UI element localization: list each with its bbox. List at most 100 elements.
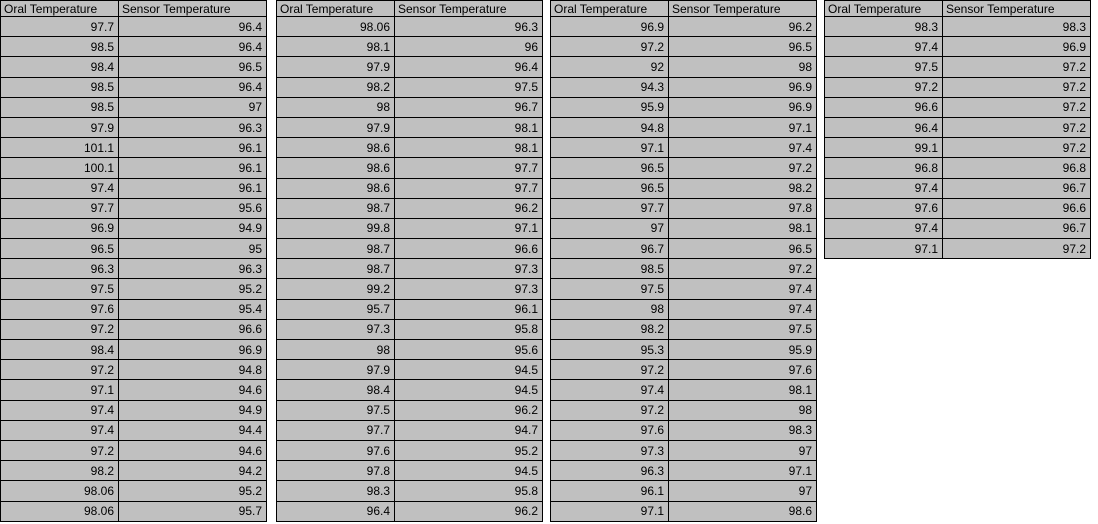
sensor-temperature-cell[interactable]: 97.3 <box>394 258 543 280</box>
oral-temperature-header[interactable]: Oral Temperature <box>0 0 119 17</box>
oral-temperature-cell[interactable]: 98.2 <box>0 460 119 482</box>
oral-temperature-cell[interactable]: 97.4 <box>0 399 119 421</box>
sensor-temperature-cell[interactable]: 97.2 <box>942 238 1091 260</box>
sensor-temperature-cell[interactable]: 96.2 <box>668 15 817 38</box>
sensor-temperature-cell[interactable]: 96.5 <box>668 36 817 58</box>
sensor-temperature-cell[interactable]: 95.4 <box>118 298 267 320</box>
oral-temperature-cell[interactable]: 98.6 <box>276 177 395 199</box>
sensor-temperature-cell[interactable]: 96.9 <box>668 96 817 118</box>
sensor-temperature-cell[interactable]: 97.2 <box>668 157 817 179</box>
sensor-temperature-cell[interactable]: 96.2 <box>394 197 543 219</box>
sensor-temperature-cell[interactable]: 97.6 <box>668 359 817 381</box>
sensor-temperature-cell[interactable]: 97.1 <box>668 460 817 482</box>
sensor-temperature-cell[interactable]: 96.3 <box>118 258 267 280</box>
oral-temperature-cell[interactable]: 97.6 <box>824 197 943 219</box>
sensor-temperature-cell[interactable]: 96.7 <box>942 217 1091 240</box>
oral-temperature-cell[interactable]: 98.06 <box>276 15 395 38</box>
sensor-temperature-cell[interactable]: 97.2 <box>942 137 1091 159</box>
sensor-temperature-cell[interactable]: 97.7 <box>394 177 543 199</box>
sensor-temperature-header[interactable]: Sensor Temperature <box>942 0 1091 17</box>
sensor-temperature-cell[interactable]: 94.6 <box>118 439 267 462</box>
sensor-temperature-cell[interactable]: 97.2 <box>668 258 817 280</box>
sensor-temperature-cell[interactable]: 96.1 <box>118 137 267 159</box>
oral-temperature-cell[interactable]: 97.7 <box>550 197 669 219</box>
oral-temperature-cell[interactable]: 96.8 <box>824 157 943 179</box>
sensor-temperature-cell[interactable]: 96.4 <box>394 56 543 78</box>
sensor-temperature-header[interactable]: Sensor Temperature <box>118 0 267 17</box>
oral-temperature-cell[interactable]: 97.1 <box>824 238 943 260</box>
oral-temperature-cell[interactable]: 98.5 <box>0 76 119 98</box>
sensor-temperature-cell[interactable]: 94.4 <box>118 419 267 441</box>
oral-temperature-cell[interactable]: 97.4 <box>824 36 943 58</box>
sensor-temperature-cell[interactable]: 98.1 <box>394 116 543 139</box>
sensor-temperature-cell[interactable]: 96.1 <box>118 177 267 199</box>
sensor-temperature-cell[interactable]: 95.6 <box>118 197 267 219</box>
oral-temperature-cell[interactable]: 97.5 <box>276 399 395 421</box>
oral-temperature-cell[interactable]: 97.2 <box>0 439 119 462</box>
sensor-temperature-cell[interactable]: 96.9 <box>942 36 1091 58</box>
oral-temperature-cell[interactable]: 97.5 <box>0 278 119 300</box>
oral-temperature-cell[interactable]: 97.3 <box>276 318 395 341</box>
oral-temperature-cell[interactable]: 98.1 <box>276 36 395 58</box>
oral-temperature-cell[interactable]: 97.6 <box>276 439 395 462</box>
oral-temperature-cell[interactable]: 98.5 <box>0 96 119 118</box>
sensor-temperature-cell[interactable]: 96.9 <box>118 338 267 361</box>
sensor-temperature-cell[interactable]: 96.8 <box>942 157 1091 179</box>
oral-temperature-cell[interactable]: 101.1 <box>0 137 119 159</box>
sensor-temperature-cell[interactable]: 96.5 <box>668 238 817 260</box>
sensor-temperature-cell[interactable]: 97.5 <box>394 76 543 98</box>
oral-temperature-cell[interactable]: 96.5 <box>550 177 669 199</box>
sensor-temperature-cell[interactable]: 97.3 <box>394 278 543 300</box>
oral-temperature-cell[interactable]: 97 <box>550 217 669 240</box>
sensor-temperature-cell[interactable]: 96 <box>394 36 543 58</box>
sensor-temperature-cell[interactable]: 96.2 <box>394 399 543 421</box>
sensor-temperature-cell[interactable]: 96.4 <box>118 76 267 98</box>
sensor-temperature-header[interactable]: Sensor Temperature <box>394 0 543 17</box>
sensor-temperature-cell[interactable]: 97.2 <box>942 116 1091 139</box>
oral-temperature-cell[interactable]: 98 <box>550 298 669 320</box>
oral-temperature-header[interactable]: Oral Temperature <box>550 0 669 17</box>
oral-temperature-cell[interactable]: 97.2 <box>0 318 119 341</box>
sensor-temperature-cell[interactable]: 96.7 <box>394 96 543 118</box>
sensor-temperature-cell[interactable]: 95.2 <box>394 439 543 462</box>
oral-temperature-cell[interactable]: 98.4 <box>0 56 119 78</box>
oral-temperature-cell[interactable]: 98.6 <box>276 137 395 159</box>
oral-temperature-cell[interactable]: 98.3 <box>824 15 943 38</box>
sensor-temperature-cell[interactable]: 94.6 <box>118 379 267 401</box>
oral-temperature-cell[interactable]: 95.3 <box>550 338 669 361</box>
sensor-temperature-cell[interactable]: 96.6 <box>394 238 543 260</box>
oral-temperature-cell[interactable]: 96.4 <box>824 116 943 139</box>
oral-temperature-cell[interactable]: 97.5 <box>550 278 669 300</box>
oral-temperature-cell[interactable]: 94.3 <box>550 76 669 98</box>
oral-temperature-cell[interactable]: 97.9 <box>0 116 119 139</box>
oral-temperature-cell[interactable]: 98.7 <box>276 197 395 219</box>
sensor-temperature-cell[interactable]: 97.7 <box>394 157 543 179</box>
oral-temperature-cell[interactable]: 96.1 <box>550 480 669 502</box>
oral-temperature-cell[interactable]: 97.4 <box>550 379 669 401</box>
oral-temperature-cell[interactable]: 97.5 <box>824 56 943 78</box>
sensor-temperature-cell[interactable]: 98.2 <box>668 177 817 199</box>
sensor-temperature-cell[interactable]: 95.8 <box>394 318 543 341</box>
sensor-temperature-cell[interactable]: 98.3 <box>668 419 817 441</box>
oral-temperature-cell[interactable]: 97.7 <box>0 15 119 38</box>
sensor-temperature-cell[interactable]: 94.7 <box>394 419 543 441</box>
sensor-temperature-cell[interactable]: 97.8 <box>668 197 817 219</box>
oral-temperature-cell[interactable]: 96.5 <box>550 157 669 179</box>
oral-temperature-cell[interactable]: 98 <box>276 96 395 118</box>
oral-temperature-cell[interactable]: 98.06 <box>0 500 119 522</box>
sensor-temperature-cell[interactable]: 96.1 <box>394 298 543 320</box>
sensor-temperature-cell[interactable]: 94.5 <box>394 379 543 401</box>
oral-temperature-cell[interactable]: 97.2 <box>824 76 943 98</box>
oral-temperature-cell[interactable]: 96.5 <box>0 238 119 260</box>
oral-temperature-cell[interactable]: 97.9 <box>276 116 395 139</box>
sensor-temperature-cell[interactable]: 94.2 <box>118 460 267 482</box>
oral-temperature-header[interactable]: Oral Temperature <box>824 0 943 17</box>
oral-temperature-cell[interactable]: 96.6 <box>824 96 943 118</box>
oral-temperature-cell[interactable]: 98.7 <box>276 238 395 260</box>
sensor-temperature-cell[interactable]: 96.3 <box>118 116 267 139</box>
oral-temperature-cell[interactable]: 96.7 <box>550 238 669 260</box>
oral-temperature-cell[interactable]: 98.5 <box>550 258 669 280</box>
oral-temperature-cell[interactable]: 98.4 <box>0 338 119 361</box>
oral-temperature-cell[interactable]: 98.2 <box>276 76 395 98</box>
sensor-temperature-cell[interactable]: 98 <box>668 399 817 421</box>
